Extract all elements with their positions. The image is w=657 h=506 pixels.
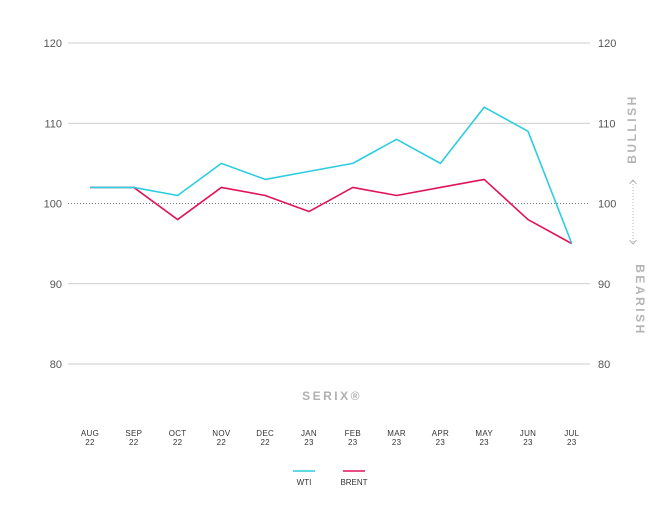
bearish-label: BEARISH <box>633 264 647 336</box>
right-axis-ticks: 80 90 100 110 120 <box>598 38 616 371</box>
x-tick-label: FEB 23 <box>345 429 361 447</box>
y-tick-label-left: 110 <box>44 118 62 130</box>
x-tick-label: JAN 23 <box>301 429 317 447</box>
x-tick-label: SEP 22 <box>125 429 142 447</box>
serix-watermark: SERIX® <box>302 389 362 403</box>
y-tick-label-right: 90 <box>598 279 610 291</box>
series-lines <box>90 106 573 245</box>
y-tick-label-left: 90 <box>50 279 62 291</box>
bullish-label: BULLISH <box>625 94 639 164</box>
x-tick-label: JUL 23 <box>564 429 579 447</box>
y-tick-label-left: 120 <box>44 38 62 50</box>
legend-label-wti: WTI <box>297 478 312 487</box>
x-tick-label: OCT 22 <box>169 429 187 447</box>
y-tick-label-right: 110 <box>598 118 616 130</box>
legend: WTI BRENT <box>293 470 368 487</box>
x-tick-label: MAR 23 <box>387 429 406 447</box>
y-tick-label-left: 80 <box>50 359 62 371</box>
x-axis-labels: AUG 22 SEP 22 OCT 22 NOV 22 DEC 22 JAN 23 FEB 23 MAR 23… <box>81 429 579 447</box>
legend-label-brent: BRENT <box>340 478 367 487</box>
series-line-wti <box>90 106 573 244</box>
series-line-brent <box>90 178 573 245</box>
gridlines <box>68 42 590 365</box>
x-tick-label: NOV 22 <box>212 429 231 447</box>
y-tick-label-right: 80 <box>598 359 610 371</box>
x-tick-label: AUG 22 <box>81 429 99 447</box>
y-tick-label-right: 100 <box>598 199 616 211</box>
arrow-up-icon <box>629 179 637 185</box>
left-axis-ticks: 80 90 100 110 120 <box>44 38 62 371</box>
y-tick-label-left: 100 <box>44 199 62 211</box>
arrow-down-icon <box>629 239 637 245</box>
x-tick-label: MAY 23 <box>475 429 493 447</box>
y-tick-label-right: 120 <box>598 38 616 50</box>
bullish-bearish-arrow <box>629 179 637 245</box>
x-tick-label: DEC 22 <box>256 429 274 447</box>
x-tick-label: JUN 23 <box>520 429 536 447</box>
x-tick-label: APR 23 <box>432 429 449 447</box>
